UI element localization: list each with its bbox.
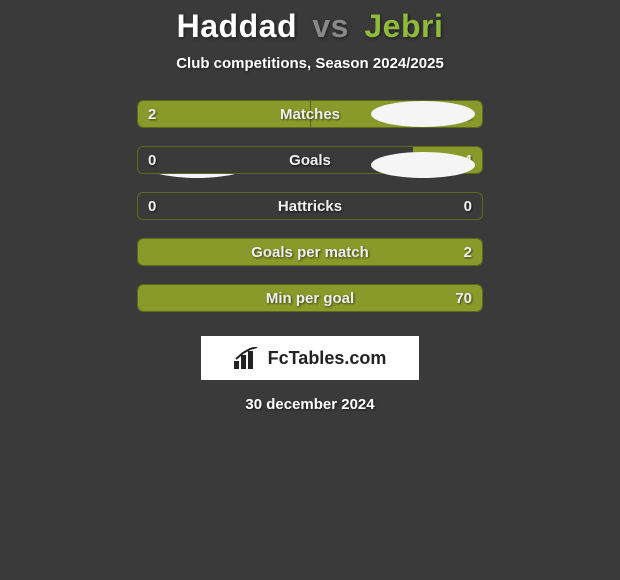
stat-value-right: 0 (464, 193, 472, 219)
player1-name: Haddad (177, 8, 297, 44)
stat-rows: 22Matches04Goals00Hattricks2Goals per ma… (137, 100, 483, 330)
page-title: Haddad vs Jebri (177, 8, 444, 45)
stat-value-left: 0 (148, 147, 156, 173)
logo-box: FcTables.com (201, 336, 419, 380)
team-badge-right (371, 152, 475, 178)
stat-value-right: 70 (455, 285, 472, 311)
stat-bar: 70Min per goal (137, 284, 483, 312)
subtitle: Club competitions, Season 2024/2025 (176, 55, 444, 72)
logo-text: FcTables.com (268, 348, 387, 369)
team-badge-right (371, 101, 475, 127)
stat-row: 70Min per goal (137, 284, 483, 312)
stat-bar: 2Goals per match (137, 238, 483, 266)
chart-icon (234, 347, 262, 369)
stat-row: 2Goals per match (137, 238, 483, 266)
stat-value-left: 2 (148, 101, 156, 127)
stat-bar: 0 0Hattricks (137, 192, 483, 220)
stat-row: 22Matches (137, 100, 483, 128)
vs-label: vs (312, 8, 349, 44)
bar-fill (138, 239, 482, 265)
date-label: 30 december 2024 (245, 396, 374, 413)
bar-fill (138, 285, 482, 311)
stat-value-left: 0 (148, 193, 156, 219)
stat-row: 04Goals (137, 146, 483, 174)
player2-name: Jebri (364, 8, 443, 44)
comparison-infographic: Haddad vs Jebri Club competitions, Seaso… (0, 0, 620, 580)
stat-label: Hattricks (138, 193, 482, 219)
stat-value-right: 2 (464, 239, 472, 265)
stat-row: 0 0Hattricks (137, 192, 483, 220)
bar-separator (310, 101, 311, 127)
